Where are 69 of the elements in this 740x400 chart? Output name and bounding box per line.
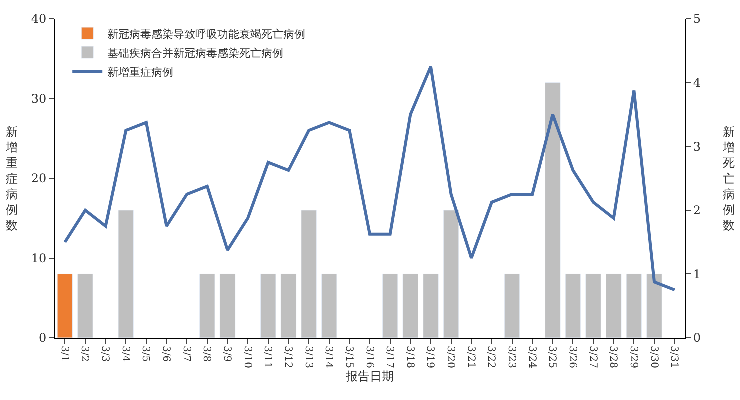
- bar: [606, 274, 622, 338]
- x-tick-label: 3/9: [221, 346, 232, 362]
- bar: [57, 274, 74, 338]
- x-tick-label: 3/8: [201, 346, 212, 362]
- x-tick-label: 3/6: [160, 346, 172, 362]
- y-tick-label: 10: [31, 251, 47, 266]
- bar: [321, 274, 338, 338]
- y2-tick-label: 5: [693, 12, 702, 26]
- x-tick-label: 3/2: [79, 346, 90, 362]
- x-tick-label: 3/10: [242, 346, 253, 368]
- bar: [78, 274, 94, 338]
- x-tick-label: 3/7: [180, 346, 192, 362]
- bar: [382, 274, 398, 338]
- x-tick-label: 3/25: [546, 346, 558, 368]
- x-tick-label: 3/4: [120, 346, 131, 362]
- x-tick-label: 3/19: [424, 346, 436, 368]
- bar: [586, 274, 602, 338]
- y-axis-title: 新增重症病例数: [5, 125, 18, 233]
- x-tick-label: 3/31: [668, 346, 680, 368]
- bar: [301, 210, 317, 338]
- x-tick-label: 3/27: [587, 346, 598, 368]
- legend-label: 新增重症病例: [108, 66, 174, 79]
- x-tick-label: 3/11: [262, 346, 274, 368]
- x-tick-label: 3/13: [302, 346, 314, 368]
- bar: [565, 274, 582, 338]
- bar: [118, 210, 134, 338]
- bar: [443, 210, 460, 338]
- y-tick-label: 30: [31, 92, 47, 106]
- bar: [260, 274, 276, 338]
- bar: [423, 274, 439, 338]
- x-tick-label: 3/20: [445, 346, 456, 368]
- x-tick-label: 3/26: [566, 346, 578, 368]
- x-tick-label: 3/3: [100, 346, 111, 362]
- y2-axis-title: 新增死亡病例数: [722, 125, 735, 233]
- y2-tick-label: 3: [693, 140, 702, 154]
- x-tick-label: 3/12: [282, 346, 294, 368]
- x-tick-label: 3/1: [58, 346, 70, 362]
- legend-label: 新冠病毒感染导致呼吸功能衰竭死亡病例: [108, 28, 306, 41]
- bar: [504, 274, 520, 338]
- y2-tick-label: 4: [693, 76, 702, 90]
- bar: [220, 274, 236, 338]
- x-tick-label: 3/18: [404, 346, 416, 368]
- x-axis-title: 报告日期: [345, 369, 394, 384]
- y-tick-label: 20: [31, 172, 47, 186]
- legend-label: 基础疾病合并新冠病毒感染死亡病例: [108, 46, 284, 60]
- x-tick-label: 3/14: [323, 346, 334, 368]
- bar: [402, 274, 419, 338]
- x-tick-label: 3/22: [486, 346, 497, 368]
- y2-tick-label: 1: [693, 267, 702, 282]
- x-tick-label: 3/17: [384, 346, 396, 368]
- y2-tick-label: 2: [693, 204, 702, 218]
- bar: [280, 274, 297, 338]
- x-tick-label: 3/29: [628, 346, 639, 368]
- bar: [200, 274, 216, 338]
- x-tick-label: 3/28: [608, 346, 619, 368]
- x-tick-label: 3/15: [343, 346, 354, 368]
- x-tick-label: 3/30: [648, 346, 660, 368]
- x-tick-label: 3/24: [526, 346, 538, 368]
- x-tick-label: 3/5: [140, 346, 152, 362]
- y2-tick-label: 0: [693, 331, 702, 346]
- bar: [646, 274, 662, 338]
- bar: [545, 82, 561, 338]
- x-tick-label: 3/23: [506, 346, 518, 368]
- line-series: [64, 65, 676, 292]
- x-tick-label: 3/21: [465, 346, 476, 368]
- y-tick-label: 40: [31, 12, 47, 26]
- bar: [626, 274, 642, 338]
- x-tick-label: 3/16: [364, 346, 375, 368]
- y-tick-label: 0: [38, 331, 47, 346]
